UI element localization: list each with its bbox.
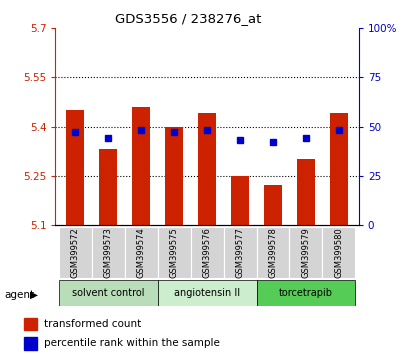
Text: GSM399579: GSM399579 xyxy=(301,227,310,278)
Text: transformed count: transformed count xyxy=(45,319,142,329)
Bar xyxy=(223,227,256,278)
Bar xyxy=(263,185,281,225)
Bar xyxy=(329,113,347,225)
Text: GDS3556 / 238276_at: GDS3556 / 238276_at xyxy=(115,12,261,25)
Text: GSM399573: GSM399573 xyxy=(103,227,112,278)
Bar xyxy=(296,159,314,225)
Bar xyxy=(164,126,183,225)
Bar xyxy=(91,227,124,278)
Bar xyxy=(157,280,256,306)
Bar xyxy=(230,176,249,225)
Bar xyxy=(66,110,84,225)
Text: GSM399574: GSM399574 xyxy=(136,227,145,278)
Bar xyxy=(289,227,322,278)
Bar xyxy=(58,280,157,306)
Bar xyxy=(132,107,150,225)
Text: torcetrapib: torcetrapib xyxy=(278,288,332,298)
Bar xyxy=(124,227,157,278)
Text: GSM399580: GSM399580 xyxy=(334,227,343,278)
Text: GSM399578: GSM399578 xyxy=(268,227,277,278)
Bar xyxy=(58,227,91,278)
Bar xyxy=(190,227,223,278)
Text: ▶: ▶ xyxy=(30,290,38,299)
Bar xyxy=(24,318,37,330)
Bar xyxy=(322,227,355,278)
Bar xyxy=(198,113,216,225)
Text: GSM399577: GSM399577 xyxy=(235,227,244,278)
Text: agent: agent xyxy=(4,290,34,299)
Text: angiotensin II: angiotensin II xyxy=(173,288,240,298)
Text: percentile rank within the sample: percentile rank within the sample xyxy=(45,338,220,348)
Bar xyxy=(24,337,37,349)
Bar xyxy=(157,227,190,278)
Text: GSM399572: GSM399572 xyxy=(70,227,79,278)
Bar xyxy=(256,280,355,306)
Bar xyxy=(256,227,289,278)
Bar xyxy=(99,149,117,225)
Text: GSM399575: GSM399575 xyxy=(169,227,178,278)
Text: solvent control: solvent control xyxy=(72,288,144,298)
Text: GSM399576: GSM399576 xyxy=(202,227,211,278)
